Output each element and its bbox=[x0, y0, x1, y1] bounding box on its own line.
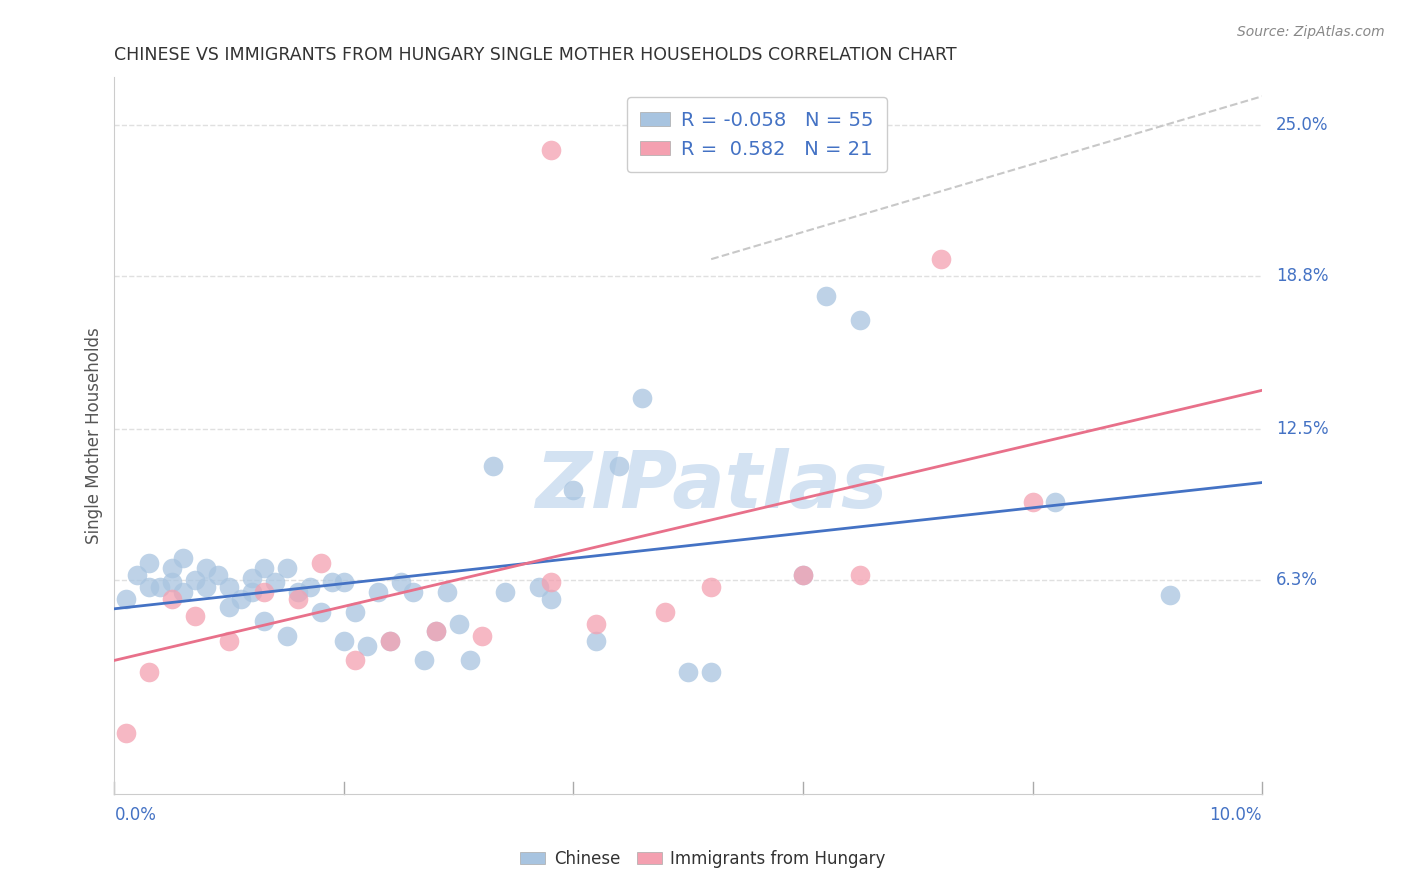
Point bbox=[425, 624, 447, 638]
Point bbox=[849, 568, 872, 582]
Text: 10.0%: 10.0% bbox=[1209, 806, 1263, 824]
Point bbox=[218, 580, 240, 594]
Point bbox=[562, 483, 585, 497]
Point bbox=[413, 653, 436, 667]
Point bbox=[436, 585, 458, 599]
Point bbox=[631, 391, 654, 405]
Point bbox=[298, 580, 321, 594]
Legend: R = -0.058   N = 55, R =  0.582   N = 21: R = -0.058 N = 55, R = 0.582 N = 21 bbox=[627, 97, 887, 172]
Point bbox=[160, 561, 183, 575]
Point bbox=[1159, 588, 1181, 602]
Point bbox=[309, 556, 332, 570]
Text: 25.0%: 25.0% bbox=[1275, 117, 1329, 135]
Text: 6.3%: 6.3% bbox=[1275, 571, 1317, 589]
Point bbox=[333, 575, 356, 590]
Point bbox=[344, 605, 367, 619]
Text: ZIPatlas: ZIPatlas bbox=[536, 448, 887, 524]
Text: 0.0%: 0.0% bbox=[114, 806, 156, 824]
Point bbox=[127, 568, 149, 582]
Point bbox=[115, 592, 138, 607]
Point bbox=[287, 592, 309, 607]
Point bbox=[115, 726, 138, 740]
Point bbox=[218, 599, 240, 614]
Point bbox=[540, 143, 562, 157]
Point bbox=[540, 575, 562, 590]
Point bbox=[276, 561, 298, 575]
Point bbox=[482, 458, 505, 473]
Point bbox=[138, 580, 160, 594]
Point bbox=[138, 556, 160, 570]
Point bbox=[792, 568, 814, 582]
Point bbox=[195, 580, 218, 594]
Point bbox=[160, 575, 183, 590]
Point bbox=[309, 605, 332, 619]
Point bbox=[609, 458, 631, 473]
Point bbox=[792, 568, 814, 582]
Point bbox=[252, 561, 274, 575]
Point bbox=[929, 252, 952, 267]
Point bbox=[447, 616, 470, 631]
Point bbox=[333, 633, 356, 648]
Point bbox=[240, 585, 263, 599]
Point bbox=[378, 633, 401, 648]
Point bbox=[378, 633, 401, 648]
Point bbox=[149, 580, 172, 594]
Point bbox=[229, 592, 252, 607]
Point bbox=[356, 639, 378, 653]
Point bbox=[252, 615, 274, 629]
Point bbox=[321, 575, 343, 590]
Point bbox=[287, 585, 309, 599]
Point bbox=[814, 288, 837, 302]
Point bbox=[425, 624, 447, 638]
Point bbox=[471, 629, 494, 643]
Legend: Chinese, Immigrants from Hungary: Chinese, Immigrants from Hungary bbox=[513, 844, 893, 875]
Point bbox=[585, 633, 607, 648]
Point bbox=[389, 575, 412, 590]
Point bbox=[160, 592, 183, 607]
Point bbox=[585, 616, 607, 631]
Point bbox=[344, 653, 367, 667]
Point bbox=[402, 585, 425, 599]
Point bbox=[700, 580, 723, 594]
Text: 18.8%: 18.8% bbox=[1275, 268, 1329, 285]
Point bbox=[276, 629, 298, 643]
Point bbox=[172, 585, 194, 599]
Text: 12.5%: 12.5% bbox=[1275, 420, 1329, 438]
Point bbox=[676, 665, 699, 680]
Point bbox=[207, 568, 229, 582]
Point bbox=[195, 561, 218, 575]
Point bbox=[1021, 495, 1043, 509]
Point bbox=[138, 665, 160, 680]
Y-axis label: Single Mother Households: Single Mother Households bbox=[86, 327, 103, 544]
Point bbox=[240, 570, 263, 584]
Point bbox=[172, 551, 194, 566]
Point bbox=[184, 609, 207, 624]
Point bbox=[540, 592, 562, 607]
Point bbox=[849, 313, 872, 327]
Point bbox=[218, 633, 240, 648]
Point bbox=[527, 580, 550, 594]
Point bbox=[252, 585, 274, 599]
Point bbox=[458, 653, 481, 667]
Point bbox=[184, 573, 207, 587]
Point bbox=[367, 585, 389, 599]
Text: CHINESE VS IMMIGRANTS FROM HUNGARY SINGLE MOTHER HOUSEHOLDS CORRELATION CHART: CHINESE VS IMMIGRANTS FROM HUNGARY SINGL… bbox=[114, 46, 957, 64]
Point bbox=[1045, 495, 1067, 509]
Point bbox=[494, 585, 516, 599]
Point bbox=[654, 605, 676, 619]
Text: Source: ZipAtlas.com: Source: ZipAtlas.com bbox=[1237, 25, 1385, 39]
Point bbox=[700, 665, 723, 680]
Point bbox=[264, 575, 287, 590]
